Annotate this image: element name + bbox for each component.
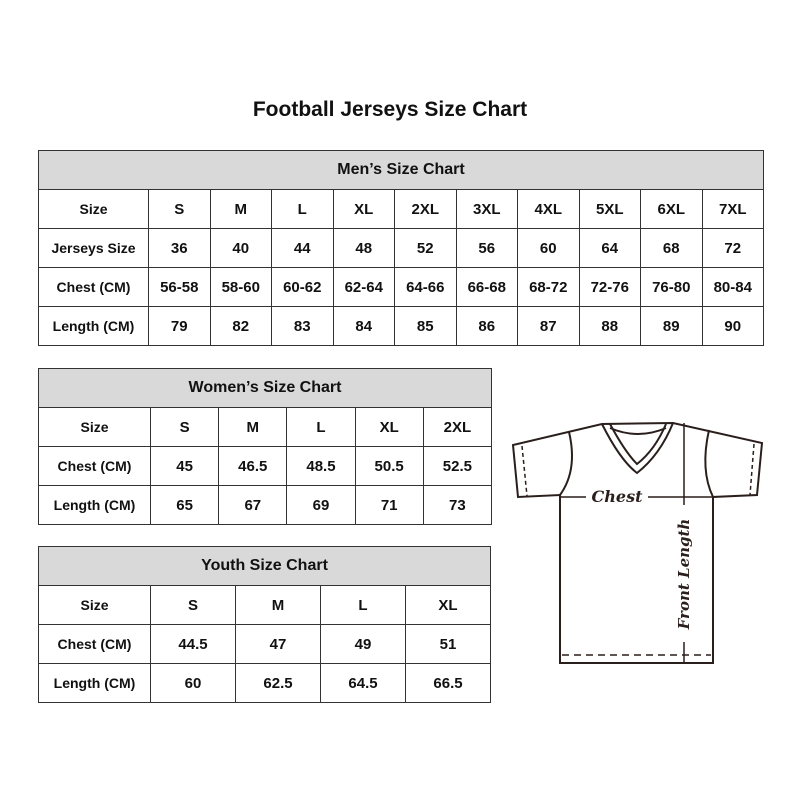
table-cell: 2XL: [422, 407, 493, 447]
table-cell: 73: [422, 485, 493, 525]
table-cell: 72-76: [578, 267, 641, 307]
table-cell: 62.5: [235, 663, 321, 703]
table-row: Size S M L XL: [38, 585, 491, 625]
table-cell: 47: [235, 624, 321, 664]
table-cell: 60-62: [271, 267, 334, 307]
table-row: Size S M L XL 2XL: [38, 407, 493, 447]
table-cell: S: [149, 407, 220, 447]
table-cell: 60: [150, 663, 236, 703]
mens-size-table: Men’s Size Chart Size S M L XL 2XL 3XL 4XL 5XL 6XL…: [38, 150, 764, 346]
table-cell: L: [271, 189, 334, 229]
table-cell: 87: [517, 306, 580, 346]
table-cell: 84: [332, 306, 395, 346]
table-cell: XL: [332, 189, 395, 229]
table-cell: M: [218, 407, 288, 447]
table-cell: 36: [148, 228, 211, 268]
table-cell: 56-58: [148, 267, 211, 307]
table-cell: 68-72: [517, 267, 580, 307]
table-cell: 66.5: [405, 663, 491, 703]
table-heading: Women’s Size Chart: [38, 368, 492, 408]
table-cell: 65: [149, 485, 220, 525]
row-label: Jerseys Size: [38, 228, 149, 268]
table-row: Length (CM) 79 82 83 84 85 86 87 88 89 90: [38, 306, 764, 346]
table-cell: 62-64: [332, 267, 395, 307]
table-row: Jerseys Size 36 40 44 48 52 56 60 64 68 72: [38, 228, 764, 268]
table-cell: S: [150, 585, 236, 625]
left-sleeve-hem: [521, 445, 528, 497]
table-cell: L: [286, 407, 356, 447]
table-cell: 68: [640, 228, 703, 268]
front-length-label: Front Length: [675, 519, 693, 631]
row-label: Size: [38, 407, 151, 447]
table-cell: 48: [332, 228, 395, 268]
table-cell: 79: [148, 306, 211, 346]
table-heading: Men’s Size Chart: [38, 150, 764, 190]
right-sleeve-hem: [749, 443, 755, 496]
table-cell: XL: [354, 407, 424, 447]
table-cell: 88: [578, 306, 641, 346]
row-label: Chest (CM): [38, 624, 151, 664]
left-sleeve-seam: [559, 431, 573, 496]
table-cell: 7XL: [701, 189, 764, 229]
table-cell: 80-84: [701, 267, 764, 307]
table-cell: L: [320, 585, 406, 625]
table-row: Size S M L XL 2XL 3XL 4XL 5XL 6XL 7XL: [38, 189, 764, 229]
row-label: Length (CM): [38, 485, 151, 525]
collar: [601, 422, 674, 475]
table-cell: 44.5: [150, 624, 236, 664]
table-heading: Youth Size Chart: [38, 546, 491, 586]
table-cell: 64.5: [320, 663, 406, 703]
table-cell: 40: [209, 228, 272, 268]
right-sleeve-seam: [704, 429, 714, 498]
table-row: Length (CM) 60 62.5 64.5 66.5: [38, 663, 491, 703]
table-cell: 6XL: [640, 189, 703, 229]
table-cell: 48.5: [286, 446, 356, 486]
row-label: Chest (CM): [38, 446, 151, 486]
row-label: Length (CM): [38, 306, 149, 346]
table-cell: 86: [455, 306, 518, 346]
row-label: Size: [38, 585, 151, 625]
table-cell: 82: [209, 306, 272, 346]
table-cell: 66-68: [455, 267, 518, 307]
chest-label: Chest: [592, 487, 644, 506]
table-row: Length (CM) 65 67 69 71 73: [38, 485, 493, 525]
table-cell: 76-80: [640, 267, 703, 307]
table-cell: 85: [394, 306, 457, 346]
table-cell: 71: [354, 485, 424, 525]
table-cell: 60: [517, 228, 580, 268]
womens-size-table: Women’s Size Chart Size S M L XL 2XL Chest (CM)…: [38, 368, 493, 525]
table-cell: 50.5: [354, 446, 424, 486]
youth-size-table: Youth Size Chart Size S M L XL Chest (CM) 44.5 4…: [38, 546, 491, 703]
table-cell: 5XL: [578, 189, 641, 229]
table-cell: 52.5: [422, 446, 493, 486]
table-cell: 67: [218, 485, 288, 525]
table-cell: 49: [320, 624, 406, 664]
jersey-outline: [511, 421, 764, 664]
table-cell: 51: [405, 624, 491, 664]
collar-inner: [609, 423, 667, 466]
table-cell: 90: [701, 306, 764, 346]
table-row: Chest (CM) 45 46.5 48.5 50.5 52.5: [38, 446, 493, 486]
table-cell: 44: [271, 228, 334, 268]
page-title: Football Jerseys Size Chart: [252, 98, 528, 121]
table-row: Chest (CM) 44.5 47 49 51: [38, 624, 491, 664]
table-cell: 69: [286, 485, 356, 525]
table-cell: M: [235, 585, 321, 625]
row-label: Size: [38, 189, 149, 229]
table-cell: 45: [149, 446, 220, 486]
